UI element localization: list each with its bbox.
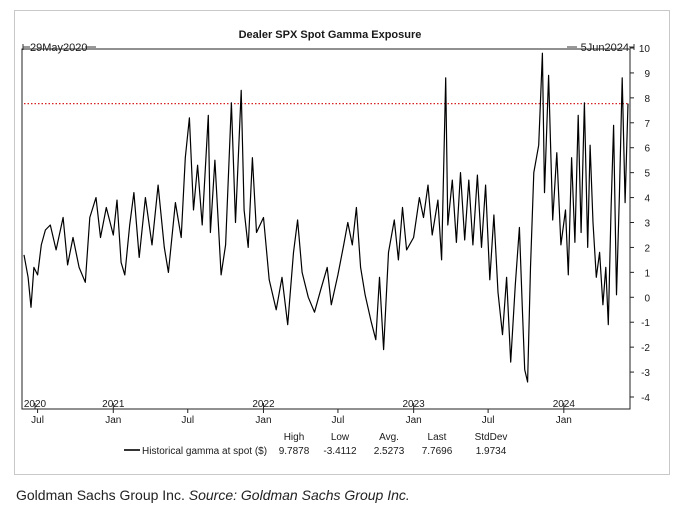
y-tick-label: -4 (641, 393, 650, 404)
y-tick-label: -2 (641, 343, 650, 354)
y-tick-label: 9 (644, 69, 650, 80)
x-tick-label-month: Jan (406, 415, 422, 426)
y-tick-label: -3 (641, 368, 650, 379)
legend-series-name: Historical gamma at spot ($) (142, 446, 267, 457)
stats-legend: High Low Avg. Last StdDev Historical gam… (124, 432, 507, 457)
x-tick-label-month: Jul (482, 415, 495, 426)
x-tick-label-month: Jan (105, 415, 121, 426)
x-tick-label-year: 2024 (553, 399, 576, 410)
footer-company: Goldman Sachs Group Inc. (16, 487, 185, 503)
y-tick-label: 3 (644, 219, 650, 230)
series-group (23, 52, 629, 383)
stats-header-stddev: StdDev (475, 432, 508, 443)
chart-frame (14, 10, 670, 475)
x-axis: Jul Jan Jul Jan Jul Jan Jul Jan 2020 2021 2022 2023… (24, 399, 575, 426)
x-tick-label-month: Jul (181, 415, 194, 426)
stats-value-stddev: 1.9734 (476, 446, 507, 457)
footer-source-text: Source: Goldman Sachs Group Inc. (188, 487, 410, 503)
plot-area (21, 48, 631, 410)
x-tick-label-year: 2021 (102, 399, 125, 410)
x-tick-label-month: Jan (255, 415, 271, 426)
x-tick-label-year: 2023 (403, 399, 426, 410)
x-tick-label-month: Jul (332, 415, 345, 426)
stats-header-avg: Avg. (379, 432, 399, 443)
stats-value-high: 9.7878 (279, 446, 310, 457)
y-tick-label: 10 (639, 44, 651, 55)
y-tick-label: 7 (644, 119, 650, 130)
y-tick-label: 2 (644, 243, 650, 254)
y-tick-label: 6 (644, 144, 650, 155)
stats-header-last: Last (428, 432, 447, 443)
stats-header-low: Low (331, 432, 350, 443)
series-line (23, 52, 629, 383)
x-tick-label-month: Jul (31, 415, 44, 426)
start-date-label: 29May2020 (30, 42, 88, 54)
stats-header-high: High (284, 432, 305, 443)
y-tick-label: 4 (644, 194, 650, 205)
stats-value-low: -3.4112 (323, 446, 357, 457)
stats-value-last: 7.7696 (422, 446, 453, 457)
y-tick-label: 5 (644, 169, 650, 180)
y-tick-label: 1 (644, 268, 650, 279)
x-tick-label-year: 2022 (252, 399, 275, 410)
y-tick-label: 8 (644, 94, 650, 105)
x-tick-label-month: Jan (556, 415, 572, 426)
x-tick-label-year: 2020 (24, 399, 47, 410)
chart-title: Dealer SPX Spot Gamma Exposure (239, 29, 422, 41)
footer-source: Goldman Sachs Group Inc. Source: Goldman… (16, 487, 410, 503)
y-tick-label: 0 (644, 293, 650, 304)
end-date-label: 5Jun2024 (581, 42, 629, 54)
stats-value-avg: 2.5273 (374, 446, 405, 457)
y-tick-label: -1 (641, 318, 650, 329)
